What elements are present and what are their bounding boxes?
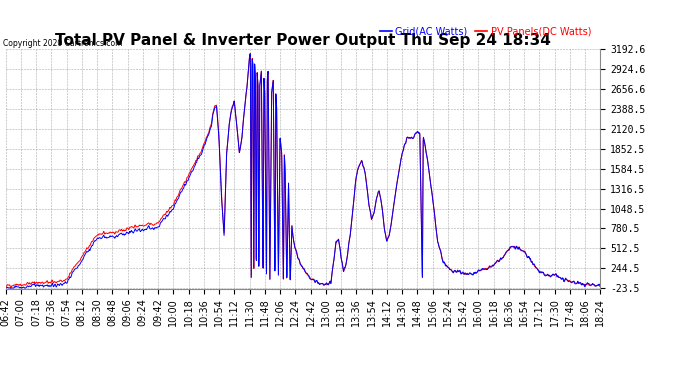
- Title: Total PV Panel & Inverter Power Output Thu Sep 24 18:34: Total PV Panel & Inverter Power Output T…: [55, 33, 551, 48]
- Text: Copyright 2020 Cartronics.com: Copyright 2020 Cartronics.com: [3, 39, 123, 48]
- Legend: Grid(AC Watts), PV Panels(DC Watts): Grid(AC Watts), PV Panels(DC Watts): [376, 22, 595, 40]
